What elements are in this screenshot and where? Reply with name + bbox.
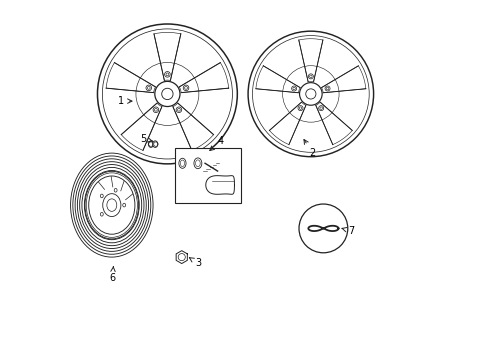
Circle shape — [299, 83, 322, 105]
Circle shape — [153, 107, 159, 113]
Text: 3: 3 — [189, 258, 201, 268]
Circle shape — [155, 81, 180, 107]
Ellipse shape — [100, 194, 103, 198]
Text: 6: 6 — [109, 267, 115, 283]
Polygon shape — [179, 63, 228, 93]
Polygon shape — [205, 176, 234, 194]
Ellipse shape — [100, 212, 103, 216]
Text: 7: 7 — [341, 226, 353, 236]
Ellipse shape — [194, 158, 202, 169]
Circle shape — [146, 85, 151, 91]
Bar — [174, 148, 241, 203]
Circle shape — [297, 105, 303, 111]
Polygon shape — [269, 102, 305, 145]
Text: 1: 1 — [118, 96, 132, 106]
Ellipse shape — [114, 188, 117, 192]
Ellipse shape — [152, 141, 158, 147]
Ellipse shape — [122, 203, 125, 207]
Polygon shape — [106, 63, 155, 93]
Ellipse shape — [179, 158, 185, 168]
Circle shape — [325, 86, 329, 91]
Text: 2: 2 — [304, 140, 315, 158]
Ellipse shape — [102, 194, 121, 217]
Polygon shape — [298, 39, 322, 82]
Polygon shape — [321, 66, 365, 93]
Circle shape — [298, 204, 347, 253]
Ellipse shape — [148, 141, 153, 147]
Polygon shape — [121, 103, 162, 150]
Text: 4: 4 — [209, 136, 223, 150]
Circle shape — [183, 85, 188, 91]
Circle shape — [318, 105, 323, 111]
Circle shape — [164, 72, 170, 77]
Polygon shape — [315, 102, 351, 145]
Circle shape — [308, 74, 313, 79]
Ellipse shape — [85, 171, 138, 239]
Ellipse shape — [88, 176, 135, 234]
Polygon shape — [154, 32, 181, 80]
Polygon shape — [173, 103, 213, 150]
Polygon shape — [255, 66, 300, 93]
Circle shape — [176, 107, 182, 113]
Text: 5: 5 — [140, 134, 152, 144]
Circle shape — [291, 86, 296, 91]
Polygon shape — [176, 251, 187, 264]
